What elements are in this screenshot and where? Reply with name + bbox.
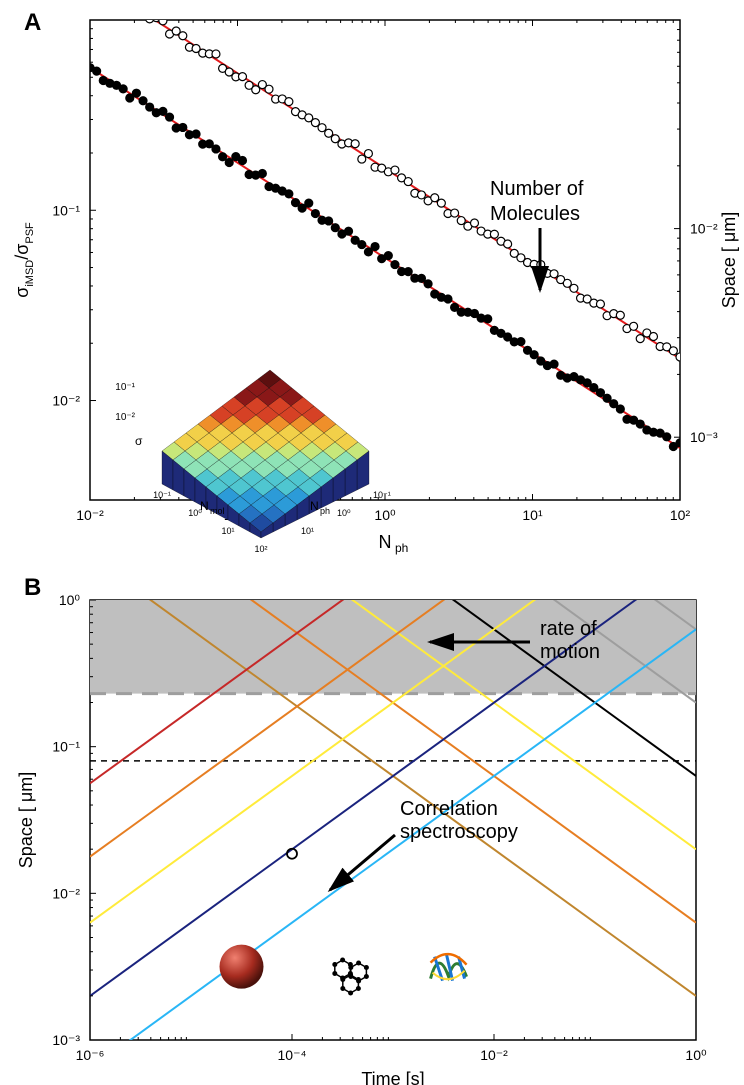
svg-text:Space [ μm]: Space [ μm] xyxy=(719,212,739,308)
svg-text:σ: σ xyxy=(135,434,143,448)
svg-text:A: A xyxy=(24,9,41,36)
svg-text:10⁻¹: 10⁻¹ xyxy=(52,739,80,755)
svg-text:10⁻³: 10⁻³ xyxy=(52,1032,80,1048)
svg-text:10¹: 10¹ xyxy=(522,507,543,523)
svg-text:mol: mol xyxy=(210,506,225,516)
svg-text:10⁰: 10⁰ xyxy=(374,507,396,523)
svg-text:Molecules: Molecules xyxy=(490,203,580,225)
svg-text:10⁻²: 10⁻² xyxy=(76,507,104,523)
svg-text:10⁻²: 10⁻² xyxy=(690,221,718,237)
svg-text:Number of: Number of xyxy=(490,178,584,200)
svg-text:ph: ph xyxy=(395,541,408,555)
svg-text:10¹: 10¹ xyxy=(301,526,314,536)
svg-text:B: B xyxy=(24,574,41,601)
svg-text:10²: 10² xyxy=(254,544,267,554)
svg-text:10⁻¹: 10⁻¹ xyxy=(115,382,135,393)
svg-text:N: N xyxy=(379,532,392,552)
svg-text:10⁻²: 10⁻² xyxy=(115,412,135,423)
svg-text:10⁻²: 10⁻² xyxy=(52,885,80,901)
svg-text:10⁰: 10⁰ xyxy=(337,508,351,518)
svg-text:motion: motion xyxy=(540,641,600,663)
figure-svg: A 10⁻² 10⁻¹ 10⁰ 10¹ 10² 10⁻² 10⁻¹ 10⁻³ 10⁻² Nph σiM… xyxy=(0,0,744,1085)
svg-text:Time [s]: Time [s] xyxy=(361,1069,424,1085)
svg-text:10⁻²: 10⁻² xyxy=(52,393,80,409)
svg-text:Space [ μm]: Space [ μm] xyxy=(16,772,36,868)
svg-text:10⁻²: 10⁻² xyxy=(480,1047,508,1063)
svg-text:10⁻¹: 10⁻¹ xyxy=(52,202,80,218)
svg-text:10⁻¹: 10⁻¹ xyxy=(373,490,391,500)
svg-text:10²: 10² xyxy=(670,507,691,523)
svg-text:10⁻⁶: 10⁻⁶ xyxy=(76,1047,105,1063)
svg-text:10⁰: 10⁰ xyxy=(59,592,81,608)
svg-text:10⁻³: 10⁻³ xyxy=(690,429,718,445)
svg-text:10⁰: 10⁰ xyxy=(188,508,202,518)
svg-text:10⁻¹: 10⁻¹ xyxy=(153,490,171,500)
svg-text:ph: ph xyxy=(320,506,330,516)
svg-text:spectroscopy: spectroscopy xyxy=(400,821,518,843)
svg-text:10⁻⁴: 10⁻⁴ xyxy=(278,1047,307,1063)
svg-text:Correlation: Correlation xyxy=(400,798,498,820)
svg-text:10⁰: 10⁰ xyxy=(685,1047,707,1063)
svg-text:rate of: rate of xyxy=(540,618,597,640)
svg-text:N: N xyxy=(310,499,319,513)
svg-text:σiMSD/σPSF: σiMSD/σPSF xyxy=(12,222,36,298)
svg-text:10¹: 10¹ xyxy=(221,526,234,536)
